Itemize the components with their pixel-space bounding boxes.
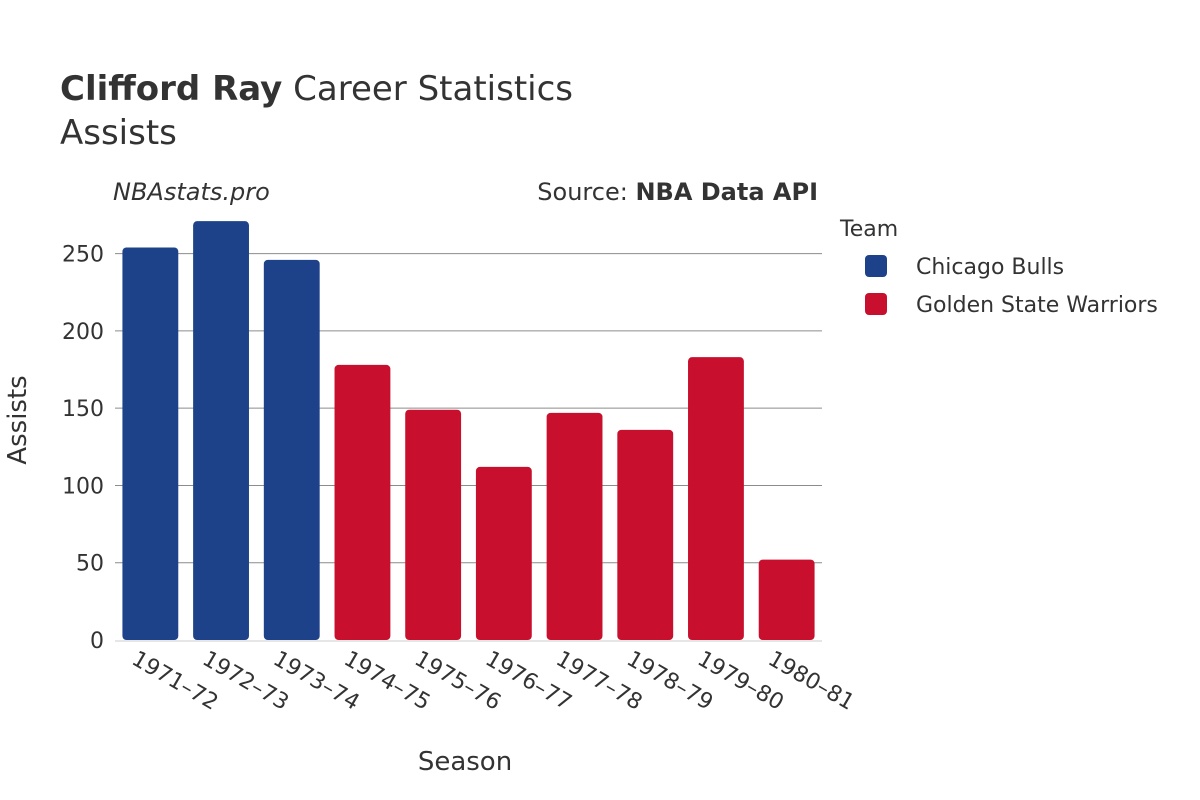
y-tick-label: 200 xyxy=(62,320,104,345)
y-tick-label: 150 xyxy=(62,397,104,422)
bar xyxy=(758,559,815,640)
player-name: Clifford Ray xyxy=(60,69,282,109)
x-axis-title: Season xyxy=(418,747,512,777)
y-tick-label: 0 xyxy=(90,629,104,654)
bar xyxy=(688,357,744,640)
x-axis-ticks: 1971–721972–731973–741974–751975–761976–… xyxy=(127,647,858,716)
y-axis-ticks: 0 50 100 150 200 250 xyxy=(62,243,104,654)
bar xyxy=(405,409,462,640)
bar xyxy=(617,429,674,640)
legend-swatch xyxy=(865,255,887,277)
legend-swatch xyxy=(865,293,887,315)
watermark: NBAstats.pro xyxy=(113,178,270,206)
bar xyxy=(475,466,532,640)
bar xyxy=(334,364,391,640)
bar xyxy=(193,221,249,640)
y-axis-title: Assists xyxy=(3,375,33,464)
title-rest: Career Statistics xyxy=(282,69,573,109)
source-credit: Source: NBA Data API xyxy=(537,178,818,206)
legend-item-label: Golden State Warriors xyxy=(916,293,1158,318)
bar xyxy=(546,412,603,640)
legend: Team Chicago Bulls Golden State Warriors xyxy=(839,217,1158,318)
bars xyxy=(122,221,815,641)
y-tick-label: 50 xyxy=(76,552,104,577)
bar xyxy=(263,259,320,640)
bar xyxy=(122,247,179,641)
source-value: NBA Data API xyxy=(635,178,818,206)
chart-subtitle: Assists xyxy=(60,113,177,153)
y-tick-label: 100 xyxy=(62,474,104,499)
y-tick-label: 250 xyxy=(62,243,104,268)
source-label: Source: xyxy=(537,178,635,206)
legend-title: Team xyxy=(839,217,898,242)
chart-title: Clifford Ray Career Statistics xyxy=(60,69,573,109)
legend-item-label: Chicago Bulls xyxy=(916,255,1064,280)
